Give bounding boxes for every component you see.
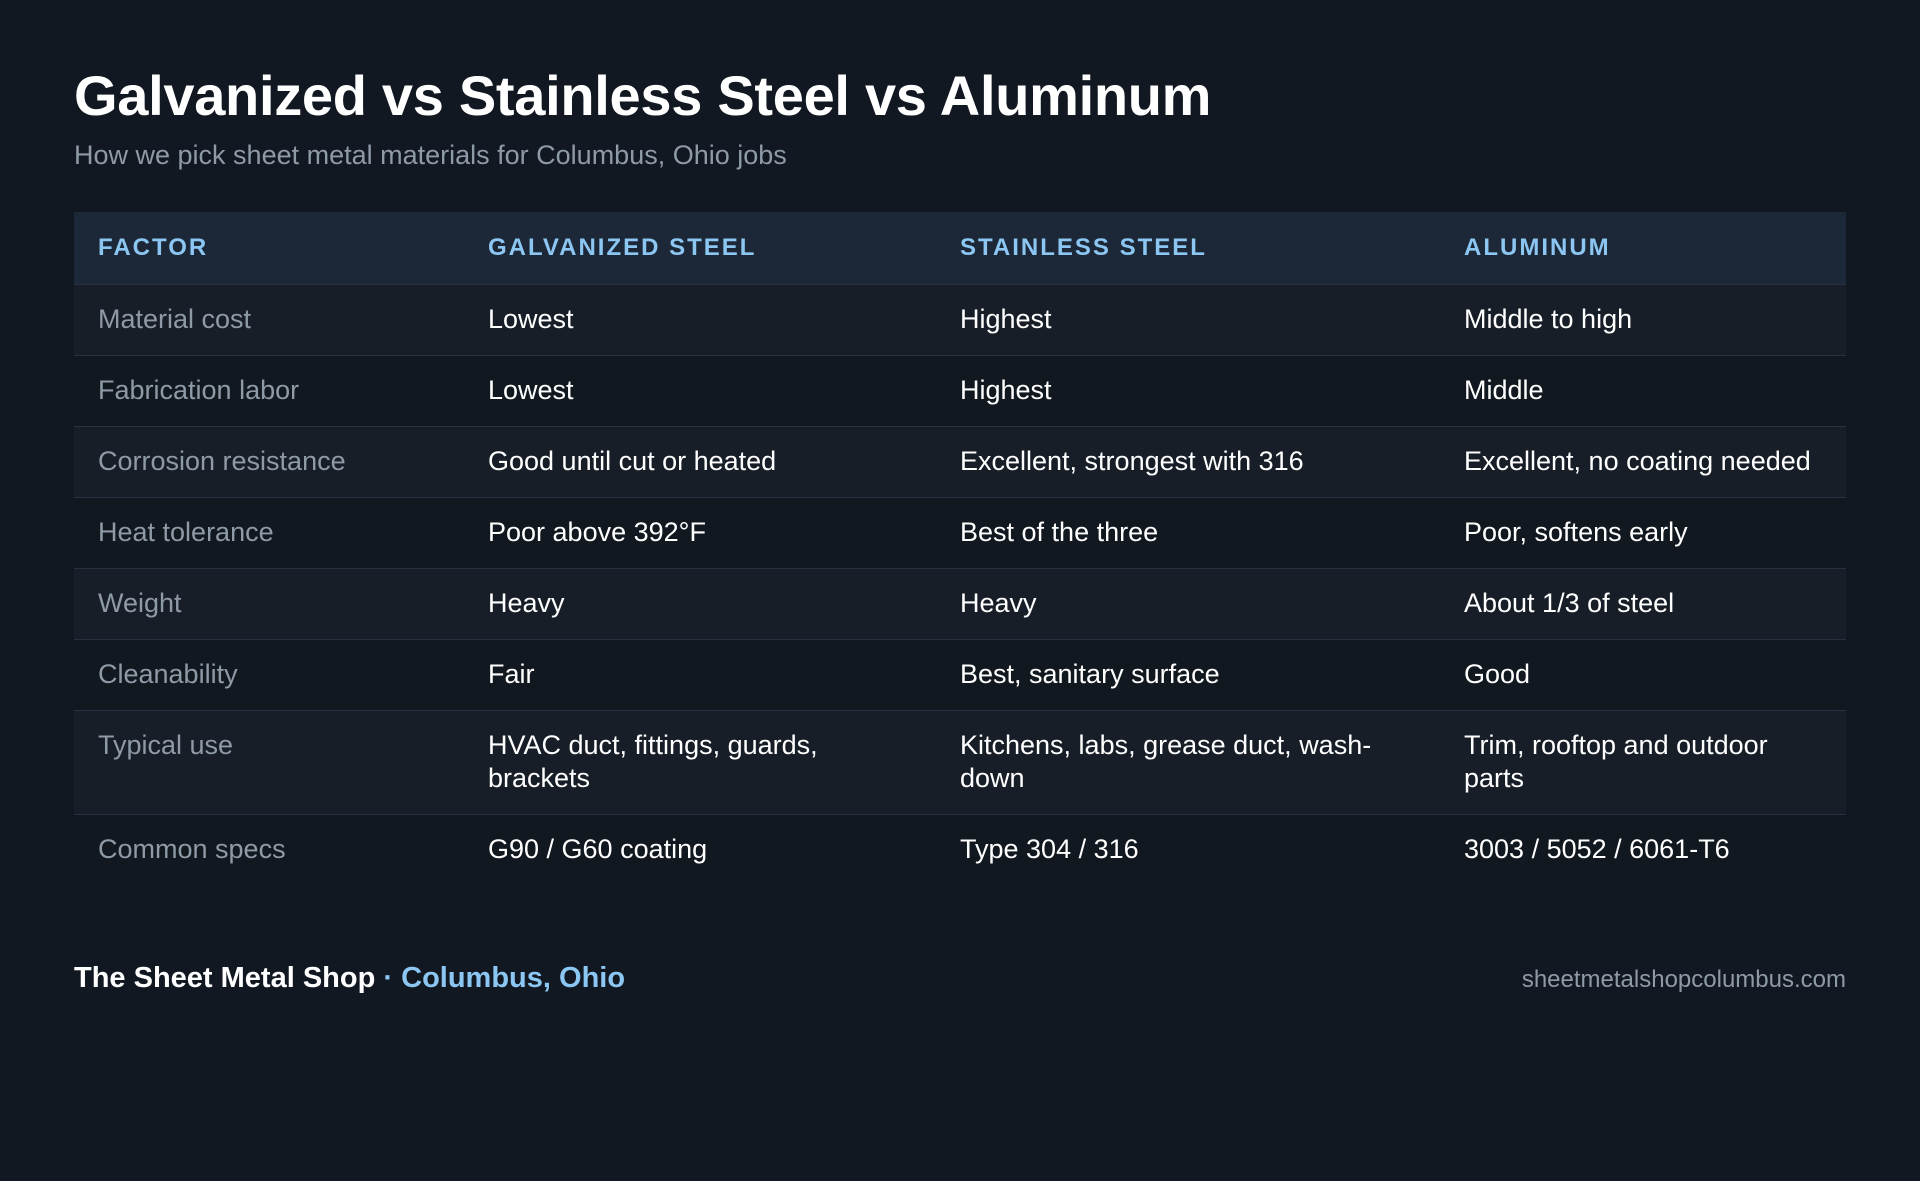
stainless-cell: Best, sanitary surface xyxy=(936,639,1440,711)
footer: The Sheet Metal Shop · Columbus, Ohio sh… xyxy=(74,958,1846,998)
column-header-stainless: STAINLESS STEEL xyxy=(936,212,1440,285)
column-header-factor: FACTOR xyxy=(74,212,464,285)
factor-cell: Heat tolerance xyxy=(74,497,464,569)
factor-cell: Corrosion resistance xyxy=(74,426,464,498)
brand-city: Columbus, Ohio xyxy=(401,962,626,994)
aluminum-cell: Middle xyxy=(1440,355,1846,427)
galvanized-cell: Lowest xyxy=(464,355,936,427)
factor-cell: Fabrication labor xyxy=(74,355,464,427)
page-title: Galvanized vs Stainless Steel vs Aluminu… xyxy=(74,64,1212,127)
aluminum-cell: Excellent, no coating needed xyxy=(1440,426,1846,498)
table-row: Fabrication labor Lowest Highest Middle xyxy=(74,355,1846,427)
stainless-cell: Highest xyxy=(936,284,1440,356)
stainless-cell: Highest xyxy=(936,355,1440,427)
page-subtitle: How we pick sheet metal materials for Co… xyxy=(74,140,787,170)
column-header-galvanized: GALVANIZED STEEL xyxy=(464,212,936,285)
website-url: sheetmetalshopcolumbus.com xyxy=(1521,966,1846,993)
page-content: Galvanized vs Stainless Steel vs Aluminu… xyxy=(74,60,1846,885)
galvanized-cell: Fair xyxy=(464,639,936,711)
galvanized-cell: HVAC duct, fittings, guards, brackets xyxy=(464,710,936,815)
stainless-cell: Type 304 / 316 xyxy=(936,814,1440,885)
aluminum-cell: Middle to high xyxy=(1440,284,1846,356)
stainless-cell: Excellent, strongest with 316 xyxy=(936,426,1440,498)
stainless-cell: Kitchens, labs, grease duct, wash-down xyxy=(936,710,1440,815)
brand-name: The Sheet Metal Shop xyxy=(74,962,376,994)
aluminum-cell: About 1/3 of steel xyxy=(1440,568,1846,640)
footer-separator: · xyxy=(383,962,394,994)
aluminum-cell: 3003 / 5052 / 6061-T6 xyxy=(1440,814,1846,885)
factor-cell: Typical use xyxy=(74,710,464,815)
galvanized-cell: Good until cut or heated xyxy=(464,426,936,498)
stainless-cell: Best of the three xyxy=(936,497,1440,569)
factor-cell: Material cost xyxy=(74,284,464,356)
header-row: FACTOR GALVANIZED STEEL STAINLESS STEEL … xyxy=(74,212,1846,285)
aluminum-cell: Poor, softens early xyxy=(1440,497,1846,569)
stainless-cell: Heavy xyxy=(936,568,1440,640)
factor-cell: Weight xyxy=(74,568,464,640)
table-body: Material cost Lowest Highest Middle to h… xyxy=(74,284,1846,885)
galvanized-cell: Lowest xyxy=(464,284,936,356)
table-row: Typical use HVAC duct, fittings, guards,… xyxy=(74,710,1846,815)
footer-brand-line: The Sheet Metal Shop · Columbus, Ohio xyxy=(74,958,625,998)
table-row: Corrosion resistance Good until cut or h… xyxy=(74,426,1846,498)
galvanized-cell: Poor above 392°F xyxy=(464,497,936,569)
table-row: Material cost Lowest Highest Middle to h… xyxy=(74,284,1846,356)
table-row: Heat tolerance Poor above 392°F Best of … xyxy=(74,497,1846,569)
column-header-aluminum: ALUMINUM xyxy=(1440,212,1846,285)
table-row: Weight Heavy Heavy About 1/3 of steel xyxy=(74,568,1846,640)
table-row: Cleanability Fair Best, sanitary surface… xyxy=(74,639,1846,711)
factor-cell: Cleanability xyxy=(74,639,464,711)
table-header: FACTOR GALVANIZED STEEL STAINLESS STEEL … xyxy=(74,212,1846,285)
galvanized-cell: G90 / G60 coating xyxy=(464,814,936,885)
galvanized-cell: Heavy xyxy=(464,568,936,640)
comparison-table: FACTOR GALVANIZED STEEL STAINLESS STEEL … xyxy=(74,212,1846,885)
aluminum-cell: Good xyxy=(1440,639,1846,711)
table-row: Common specs G90 / G60 coating Type 304 … xyxy=(74,814,1846,885)
aluminum-cell: Trim, rooftop and outdoor parts xyxy=(1440,710,1846,815)
factor-cell: Common specs xyxy=(74,814,464,885)
